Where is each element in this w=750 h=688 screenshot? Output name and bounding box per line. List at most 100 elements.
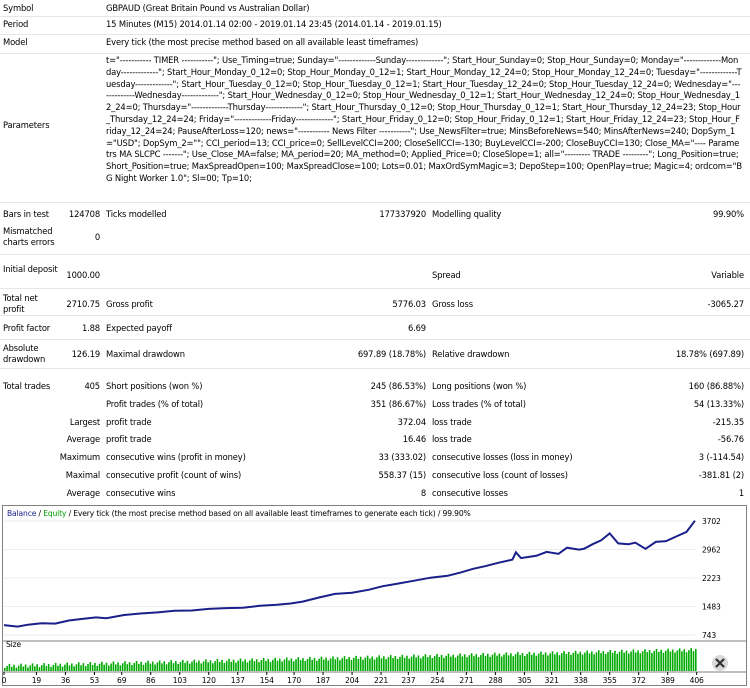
volume-bar	[653, 650, 656, 671]
maxdd-value: 697.89 (18.78%)	[357, 349, 426, 359]
volume-bar	[655, 648, 658, 671]
maximal-profit-label: consecutive profit (count of wins)	[106, 470, 242, 480]
volume-bar	[618, 651, 621, 671]
volume-bar	[403, 657, 406, 671]
x-tick-label: 103	[173, 676, 187, 685]
volume-bar	[493, 652, 496, 671]
volume-bar	[447, 653, 450, 671]
volume-bar	[627, 653, 630, 671]
largest-label: Largest	[69, 417, 100, 427]
volume-bar	[202, 661, 205, 671]
volume-bar	[463, 654, 466, 671]
volume-bar	[632, 649, 635, 671]
volume-bar	[223, 662, 226, 671]
maxdd-label: Maximal drawdown	[106, 349, 185, 359]
pf-value: 1.88	[81, 323, 100, 333]
y-tick-label: 743	[702, 631, 716, 640]
volume-bar	[410, 656, 413, 671]
volume-bar	[477, 657, 480, 671]
volume-bar	[297, 657, 300, 671]
volume-bar	[396, 658, 399, 671]
x-tick-label: 120	[202, 676, 216, 685]
volume-bar	[151, 661, 154, 671]
model-value: Every tick (the most precise method base…	[106, 37, 419, 47]
volume-bar	[503, 654, 505, 671]
x-tick-label: 305	[517, 676, 531, 685]
grossprofit-label: Gross profit	[106, 299, 153, 309]
volume-bar	[170, 660, 172, 671]
volume-bar	[36, 664, 38, 671]
volume-bar	[348, 657, 350, 671]
grossloss-label: Gross loss	[432, 299, 473, 309]
volume-bar	[184, 662, 186, 671]
netprofit-value: 2710.75	[66, 299, 100, 309]
zoom-icon[interactable]	[712, 655, 728, 671]
volume-bar	[288, 660, 290, 671]
volume-bar	[292, 661, 295, 671]
x-tick-label: 254	[430, 676, 444, 685]
volume-bar	[436, 653, 438, 671]
volume-bar	[147, 660, 149, 671]
largest-loss-label: loss trade	[432, 417, 472, 427]
volume-bar	[678, 648, 681, 671]
volume-bar	[401, 654, 404, 671]
volume-bar	[177, 663, 179, 671]
volume-bar	[554, 654, 556, 671]
volume-bar	[101, 661, 103, 671]
divider	[0, 339, 750, 340]
volume-bar	[77, 662, 80, 671]
volume-bar	[34, 666, 36, 671]
max-wins-label: consecutive wins (profit in money)	[106, 452, 246, 462]
volume-bar	[91, 664, 94, 671]
volume-bar	[329, 658, 332, 671]
volume-bar	[327, 660, 330, 671]
volume-bar	[89, 662, 92, 671]
volume-bar	[359, 656, 362, 671]
ticks-label: Ticks modelled	[106, 209, 167, 219]
volume-bar	[82, 663, 85, 671]
volume-bar	[311, 659, 313, 671]
volume-bar	[43, 663, 45, 671]
symbol-label: Symbol	[3, 3, 34, 13]
volume-bar	[597, 650, 600, 671]
grossloss-value: -3065.27	[707, 299, 745, 309]
netprofit-label: Total net profit	[3, 293, 38, 314]
volume-bar	[646, 652, 649, 671]
x-tick-label: 288	[488, 676, 502, 685]
volume-bar	[399, 656, 401, 671]
average2-label: Average	[66, 488, 100, 498]
volume-bar	[154, 664, 156, 671]
volume-bar	[144, 662, 147, 671]
balance-legend: Balance	[7, 509, 37, 518]
volume-bar	[235, 662, 237, 671]
volume-bar	[560, 653, 563, 671]
volume-bar	[188, 663, 191, 671]
volume-bar	[364, 657, 367, 671]
chart-lines	[3, 520, 696, 628]
volume-bar	[637, 650, 639, 671]
volume-bar	[685, 652, 688, 671]
profit-trades-value: 351 (86.67%)	[370, 399, 426, 409]
volume-bar	[119, 665, 122, 671]
volume-bar	[593, 654, 595, 671]
volume-bar	[510, 653, 512, 671]
volume-bar	[13, 664, 15, 671]
volume-bar	[138, 663, 140, 671]
volume-bar	[175, 661, 177, 671]
volume-bar	[341, 658, 344, 671]
volume-bar	[616, 653, 619, 671]
volume-bar	[131, 665, 133, 671]
volume-bar	[540, 651, 542, 671]
volume-bar	[641, 651, 644, 671]
volume-bar	[385, 659, 387, 671]
volume-bar	[117, 662, 119, 671]
x-tick-label: 237	[401, 676, 415, 685]
volume-bar	[299, 660, 302, 671]
grossprofit-value: 5776.03	[392, 299, 426, 309]
legend-separator: /	[36, 509, 43, 518]
divider	[0, 53, 750, 54]
volume-bar	[27, 667, 29, 671]
divider	[0, 368, 750, 369]
x-tick-label: 406	[690, 676, 704, 685]
spread-value: Variable	[711, 270, 744, 280]
